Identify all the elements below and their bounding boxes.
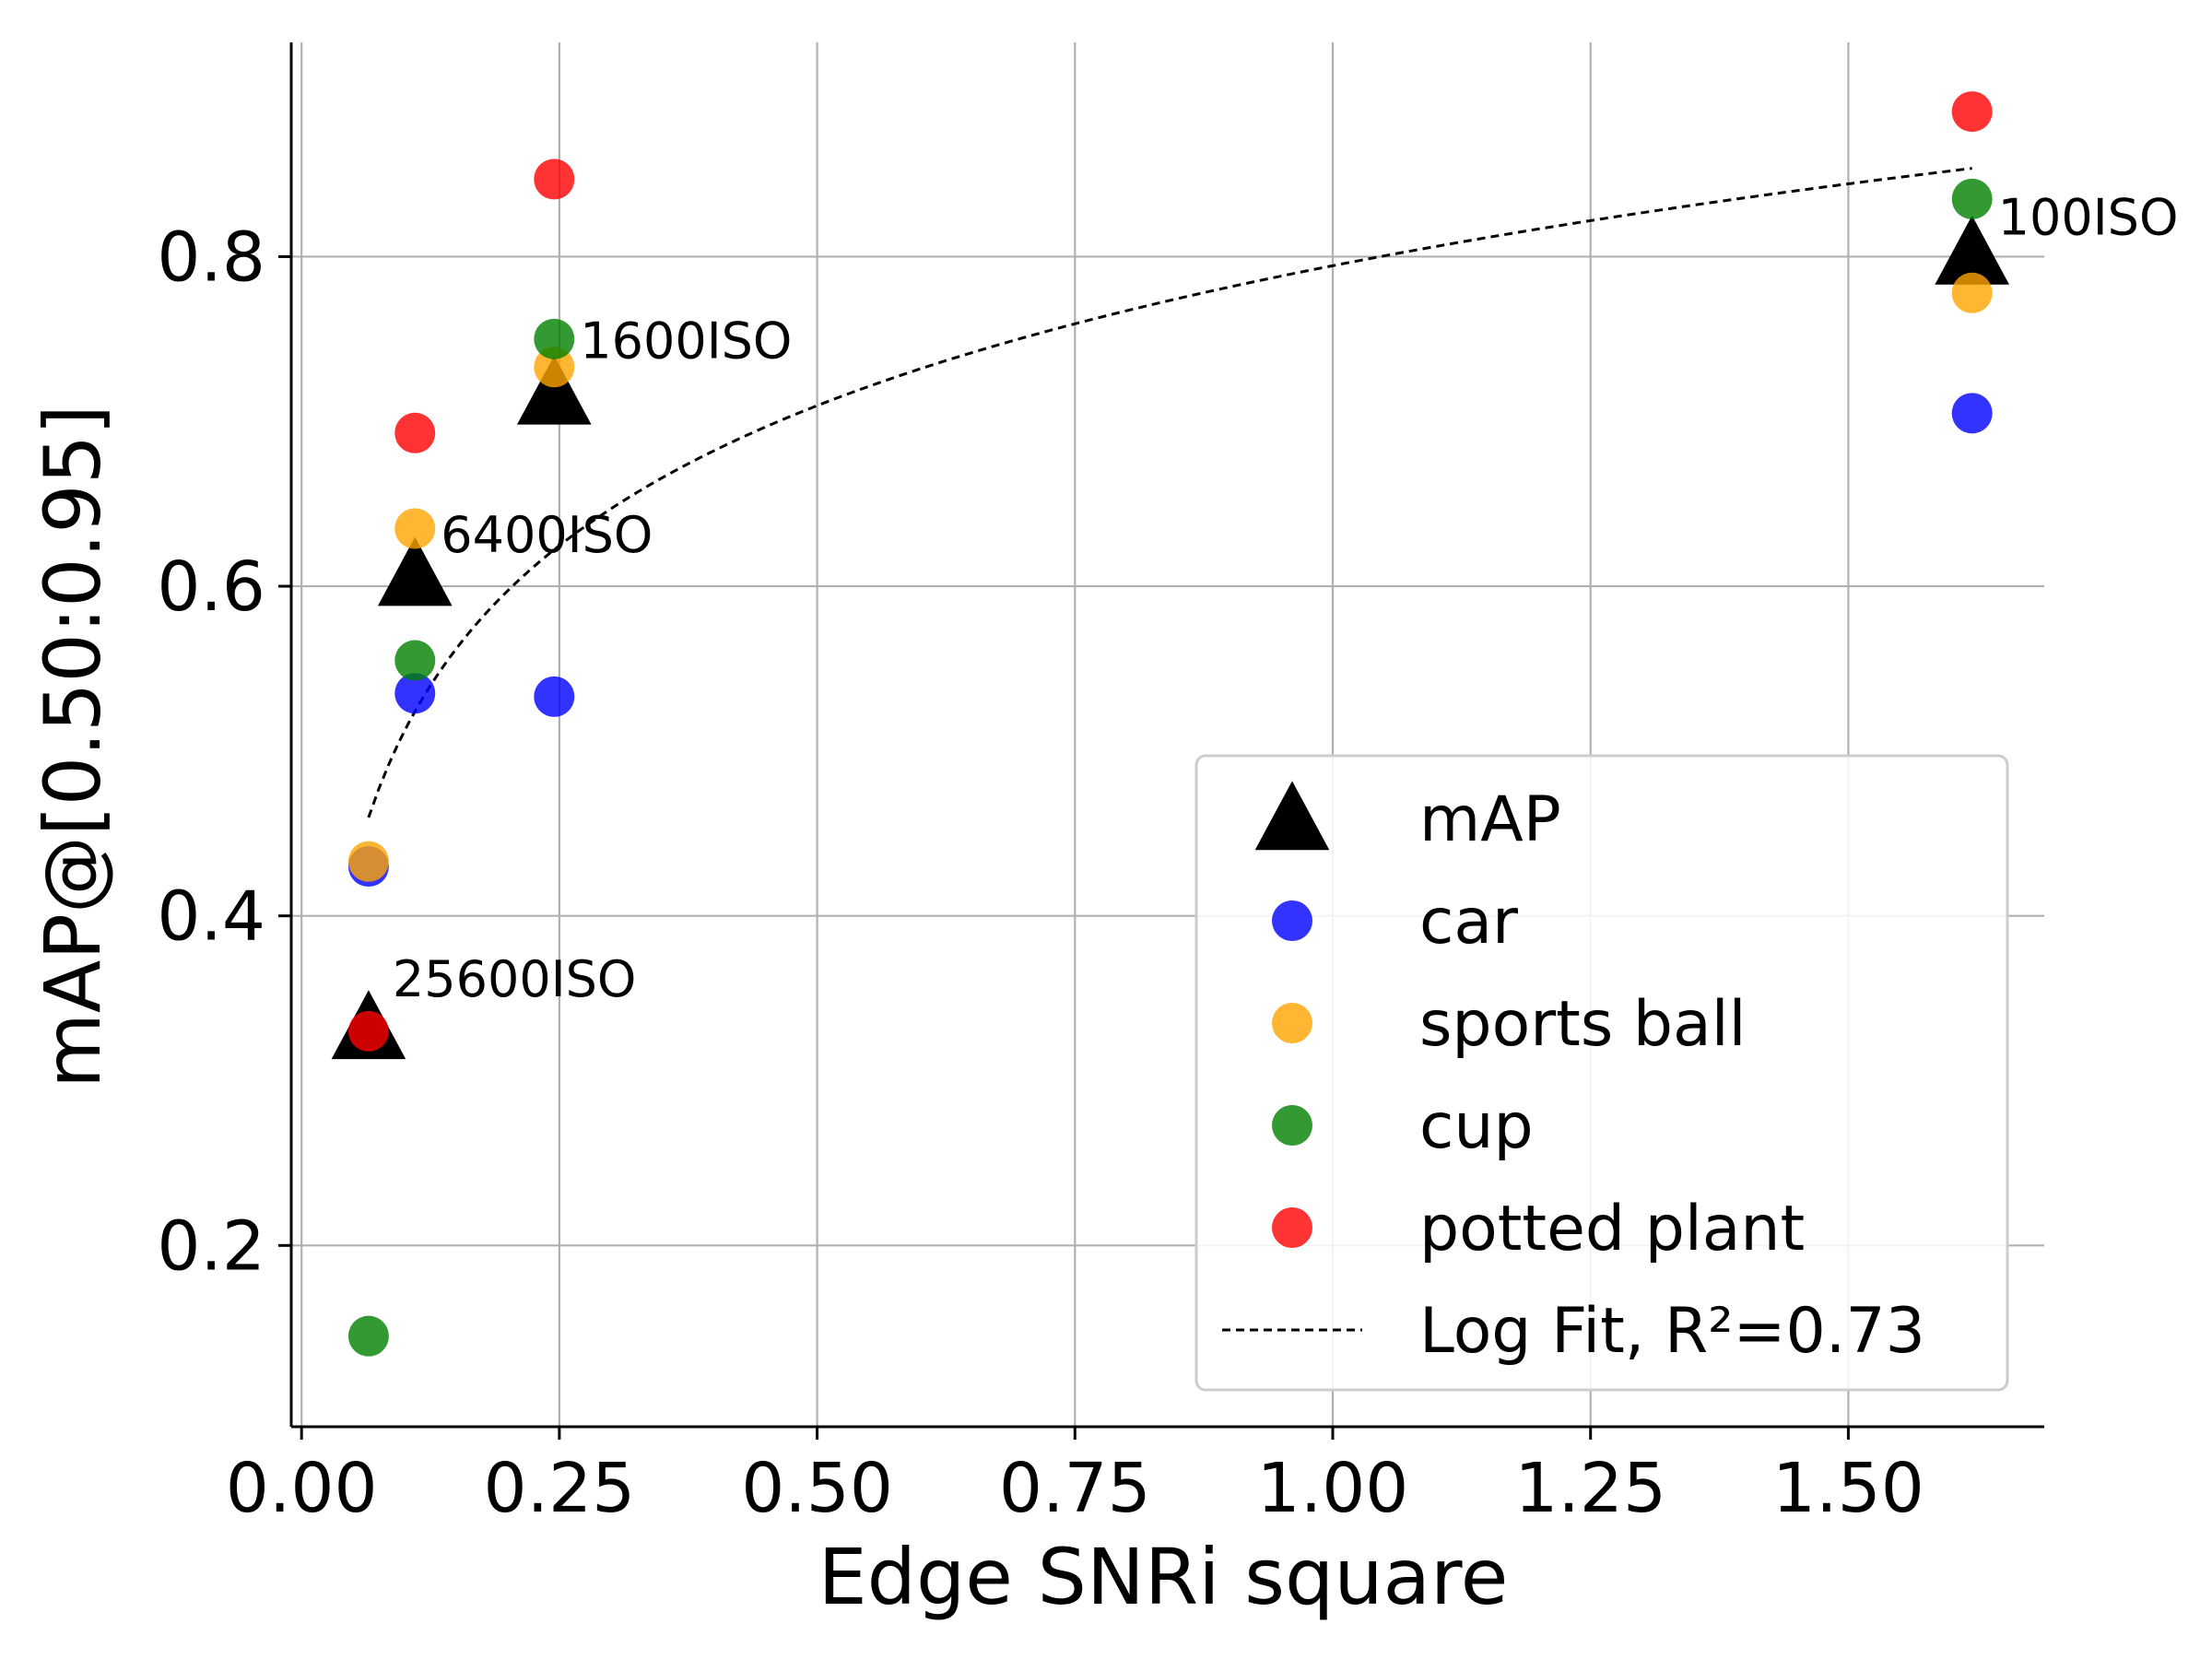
point-sports-ball-marker (534, 347, 575, 388)
legend-label: sports ball (1419, 988, 1746, 1061)
axes (278, 42, 2044, 1440)
y-axis-label: mAP@[0.50:0.95] (28, 405, 118, 1088)
legend-label: mAP (1419, 783, 1561, 856)
y-tick-label: 0.6 (157, 547, 265, 627)
x-tick-label: 0.00 (226, 1449, 378, 1528)
annotation-1600iso: 1600ISO (580, 312, 792, 370)
legend-label: cup (1419, 1090, 1534, 1163)
legend-marker-car (1272, 900, 1312, 941)
legend: mAP car sports ball cup potted plant Log Fit,… (1194, 754, 2009, 1392)
annotation-100iso: 100ISO (1998, 188, 2179, 246)
legend-label: Log Fit, R²=0.73 (1419, 1295, 1925, 1368)
point-cup-marker (394, 640, 436, 681)
point-potted-plant-marker (534, 159, 575, 200)
x-tick-label: 1.50 (1772, 1449, 1924, 1528)
x-axis-label: Edge SNRi square (818, 1532, 1509, 1622)
point-sports-ball-marker (1951, 272, 1993, 313)
y-tick-label: 0.4 (157, 877, 265, 957)
point-cup-marker (347, 1315, 389, 1357)
log-fit-curve (367, 167, 1972, 818)
point-potted-plant-marker (394, 412, 436, 453)
annotation-25600iso: 25600ISO (393, 950, 636, 1008)
legend-marker-cup (1272, 1105, 1312, 1146)
point-map-marker (516, 355, 592, 425)
point-annotations: 100ISO 1600ISO 6400ISO 25600ISO (393, 188, 2179, 1007)
point-map-marker (1935, 215, 2010, 285)
tick-labels: 0.00 0.25 0.50 0.75 1.00 1.25 1.50 0.2 0.4 0.6 0.8 (157, 218, 1924, 1528)
point-car-marker (534, 676, 575, 717)
x-tick-label: 0.50 (741, 1449, 893, 1528)
legend-label: potted plant (1419, 1193, 1805, 1265)
y-tick-label: 0.8 (157, 218, 265, 297)
point-sports-ball-marker (347, 841, 389, 882)
x-tick-label: 0.75 (999, 1449, 1151, 1528)
annotation-6400iso: 6400ISO (441, 506, 653, 564)
point-car-marker (1951, 393, 1993, 434)
point-potted-plant-marker (1951, 91, 1993, 133)
grid-lines (291, 42, 2044, 1427)
legend-frame (1194, 754, 2009, 1392)
x-tick-label: 1.25 (1514, 1449, 1666, 1528)
x-tick-label: 0.25 (484, 1449, 636, 1528)
point-map-marker (377, 536, 453, 606)
legend-marker-sports-ball (1272, 1003, 1312, 1043)
legend-label: car (1419, 886, 1518, 959)
point-car-marker (394, 673, 436, 714)
point-sports-ball-marker (394, 508, 436, 549)
legend-marker-map (1254, 781, 1330, 851)
point-cup-marker (1951, 178, 1993, 219)
legend-marker-potted-plant (1272, 1207, 1312, 1248)
point-potted-plant-marker (347, 1010, 389, 1052)
data-points (331, 91, 2010, 1357)
point-cup-marker (534, 318, 575, 359)
x-tick-label: 1.00 (1257, 1449, 1409, 1528)
y-tick-label: 0.2 (157, 1206, 265, 1286)
fit-curve-layer (367, 167, 1972, 818)
